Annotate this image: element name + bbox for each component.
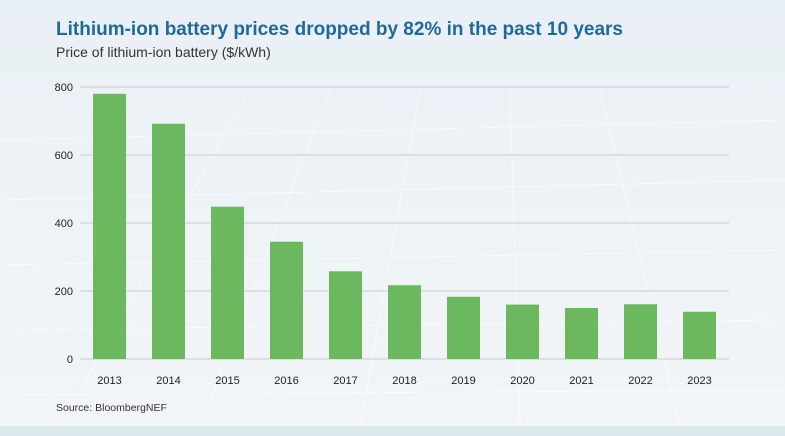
x-tick-label: 2018 bbox=[392, 375, 416, 387]
chart-title: Lithium-ion battery prices dropped by 82… bbox=[56, 19, 623, 40]
bar-2019 bbox=[447, 296, 480, 359]
y-tick-label: 600 bbox=[55, 150, 73, 162]
x-tick-label: 2013 bbox=[97, 375, 121, 387]
x-axis-ticks: 2013 2014 2015 2016 2017 2018 2019 2020 2021 2022… bbox=[97, 375, 711, 387]
bar-2014 bbox=[152, 123, 185, 359]
bottom-strip bbox=[0, 426, 785, 436]
x-tick-label: 2017 bbox=[333, 375, 357, 387]
bar-2020 bbox=[506, 304, 539, 359]
bar-2017 bbox=[329, 271, 362, 359]
solar-panel-background bbox=[0, 0, 785, 426]
bar-2021 bbox=[565, 308, 598, 359]
bar-2015 bbox=[211, 206, 244, 359]
y-tick-label: 200 bbox=[55, 286, 73, 298]
x-tick-label: 2015 bbox=[215, 375, 239, 387]
bar-2023 bbox=[683, 311, 716, 359]
chart-subtitle: Price of lithium-ion battery ($/kWh) bbox=[56, 44, 271, 60]
bar-2013 bbox=[93, 93, 126, 360]
source-note: Source: BloombergNEF bbox=[56, 402, 167, 414]
y-axis-ticks: 0 200 400 600 800 bbox=[55, 82, 73, 366]
bar-2018 bbox=[388, 285, 421, 359]
x-tick-label: 2021 bbox=[569, 375, 593, 387]
x-tick-label: 2020 bbox=[510, 375, 534, 387]
bars bbox=[93, 93, 716, 360]
x-tick-label: 2016 bbox=[274, 375, 298, 387]
x-tick-label: 2014 bbox=[156, 375, 180, 387]
y-tick-label: 400 bbox=[55, 218, 73, 230]
y-tick-label: 0 bbox=[67, 354, 73, 366]
bar-2016 bbox=[270, 241, 303, 359]
y-tick-label: 800 bbox=[55, 82, 73, 94]
x-tick-label: 2022 bbox=[628, 375, 652, 387]
x-tick-label: 2019 bbox=[451, 375, 475, 387]
x-tick-label: 2023 bbox=[687, 375, 711, 387]
bar-2022 bbox=[624, 304, 657, 359]
